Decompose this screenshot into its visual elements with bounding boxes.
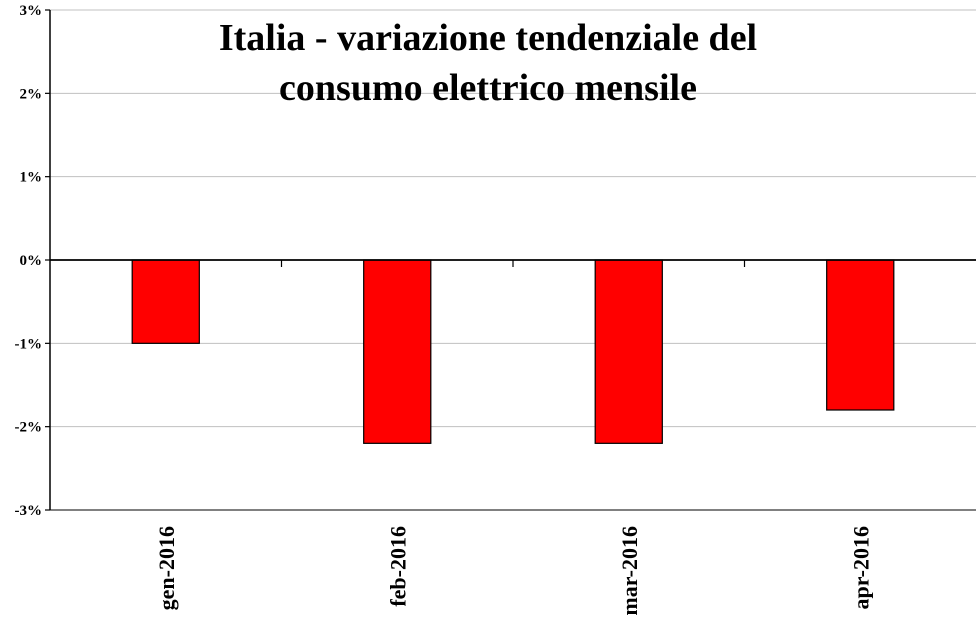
y-tick-label-4: -1%: [15, 336, 43, 352]
y-tick-label-2: 1%: [20, 170, 43, 186]
y-tick-label-3: 0%: [20, 253, 43, 269]
y-tick-label-0: 3%: [20, 3, 43, 19]
bar-feb-2016: [363, 259, 432, 444]
chart-title: Italia - variazione tendenziale del cons…: [219, 17, 757, 109]
tick-labels: 3% 2% 1% 0% -1% -2% -3% gen-2016 feb-2016 mar-201…: [15, 3, 874, 616]
axes: [45, 9, 976, 511]
x-tick-label-feb-2016: feb-2016: [385, 526, 410, 607]
bar-apr-2016: [826, 259, 895, 411]
x-tick-label-apr-2016: apr-2016: [848, 526, 873, 610]
y-tick-label-1: 2%: [20, 86, 43, 102]
chart-title-line-2: consumo elettrico mensile: [279, 67, 697, 109]
bars: [131, 259, 895, 444]
bar-gen-2016: [131, 259, 200, 344]
chart-title-line-1: Italia - variazione tendenziale del: [219, 17, 757, 59]
y-tick-label-5: -2%: [15, 420, 43, 436]
y-tick-label-6: -3%: [15, 503, 43, 519]
x-tick-label-mar-2016: mar-2016: [617, 526, 642, 616]
bar-mar-2016: [594, 259, 663, 444]
x-tick-label-gen-2016: gen-2016: [154, 526, 179, 610]
